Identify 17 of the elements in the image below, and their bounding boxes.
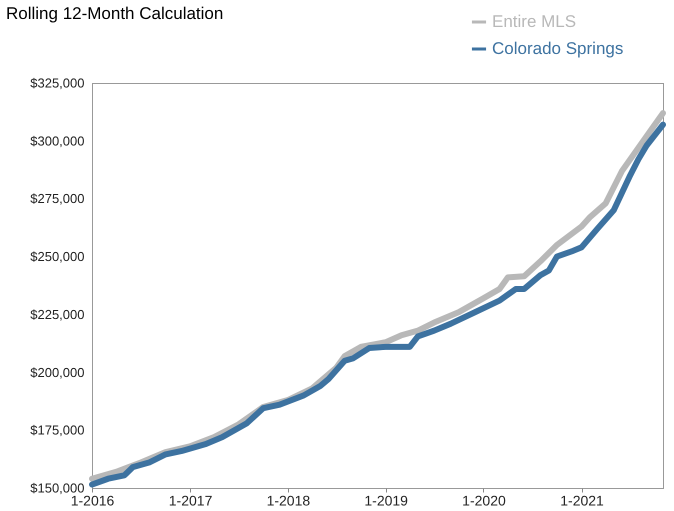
y-tick-label: $325,000 — [30, 76, 84, 90]
chart-title: Rolling 12-Month Calculation — [6, 4, 224, 23]
legend-label: Entire MLS — [492, 12, 576, 31]
y-tick-label: $275,000 — [30, 191, 84, 206]
x-tick-label: 1-2021 — [560, 492, 604, 508]
y-tick-label: $250,000 — [30, 249, 84, 264]
legend-label: Colorado Springs — [492, 39, 624, 58]
x-tick-label: 1-2017 — [168, 492, 213, 508]
y-tick-label: $300,000 — [30, 133, 84, 148]
x-tick-label: 1-2019 — [364, 492, 408, 508]
y-tick-label: $225,000 — [30, 306, 84, 322]
x-tick-label: 1-2018 — [266, 492, 310, 508]
y-tick-label: $150,000 — [30, 480, 84, 496]
y-tick-label: $200,000 — [30, 364, 84, 380]
x-tick-label: 1-2016 — [70, 492, 115, 508]
x-tick-label: 1-2020 — [462, 492, 506, 508]
y-tick-label: $175,000 — [30, 422, 84, 438]
